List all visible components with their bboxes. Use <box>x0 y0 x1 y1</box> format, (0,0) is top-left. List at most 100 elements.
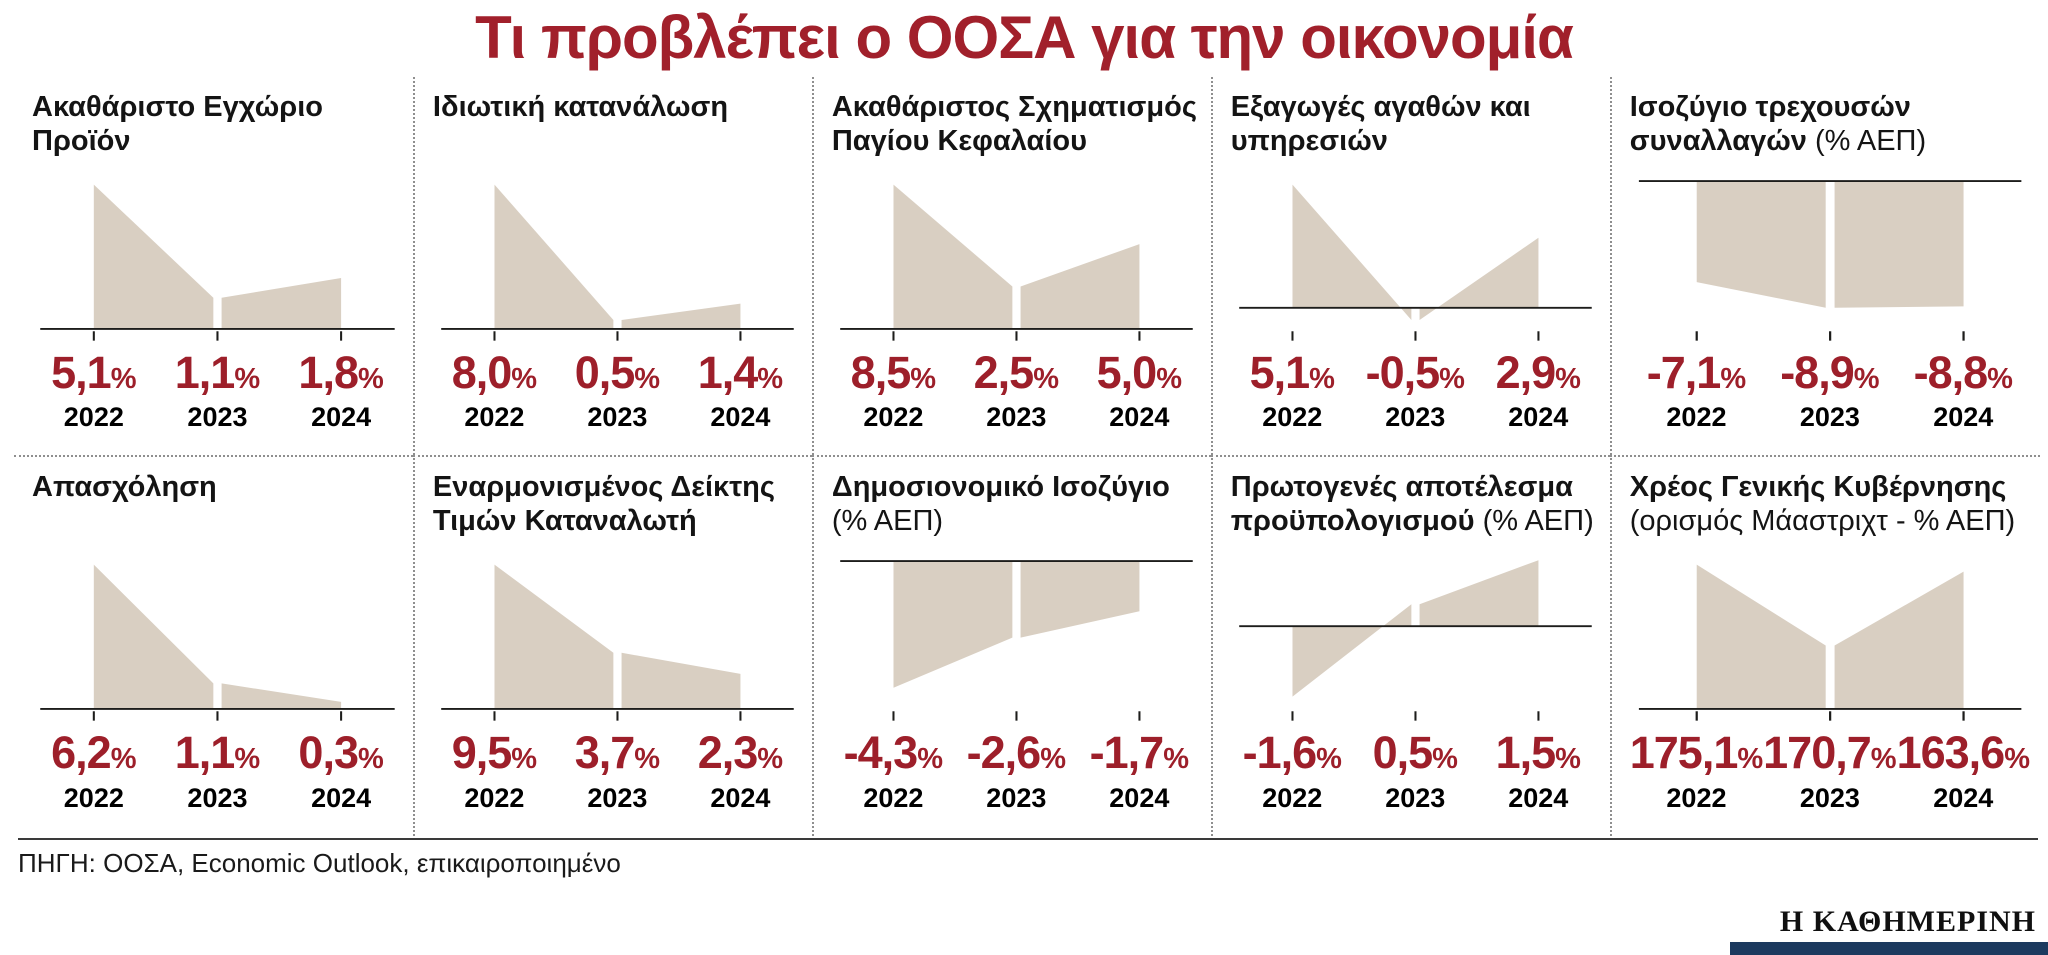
panel-title-main: Πρωτογενές αποτέλεσμα προϋπολογισμού <box>1230 471 1573 538</box>
value-label: -0,5% <box>1354 349 1477 396</box>
area-wedge <box>1696 181 1826 308</box>
panel-title-main: Εναρμονισμένος Δείκτης Τιμών Καταναλωτή <box>432 471 775 538</box>
year-label: 2024 <box>1933 782 1994 813</box>
year-row: 2022 2023 2024 <box>32 783 403 814</box>
year-label: 2024 <box>1508 402 1569 433</box>
chart-panel: Ακαθάριστο Εγχώριο Προϊόν 5,1% 1,1% 1,8% 2… <box>14 77 413 455</box>
value-row: -4,3% -2,6% -1,7% <box>832 729 1201 776</box>
area-wedge <box>221 278 342 329</box>
chart-panel: Απασχόληση 6,2% 1,1% 0,3% 2022 2023 2024 <box>14 455 413 835</box>
panel-title: Ισοζύγιο τρεχουσών συναλλαγών (% ΑΕΠ) <box>1630 91 2030 163</box>
value-number: 0,5 <box>1372 727 1434 779</box>
value-number: 2,5 <box>973 347 1035 398</box>
percent-sign: % <box>757 743 784 776</box>
panel-title-note: (% ΑΕΠ) <box>831 505 944 538</box>
year-label: 2024 <box>1109 402 1170 433</box>
area-chart <box>433 167 802 343</box>
panel-title: Εναρμονισμένος Δείκτης Τιμών Καταναλωτή <box>433 471 802 543</box>
area-chart-svg <box>441 564 794 721</box>
value-label: -7,1% <box>1630 349 1763 396</box>
year-label: 2023 <box>587 782 648 813</box>
area-chart <box>832 547 1201 723</box>
chart-panel: Ακαθάριστος Σχηματισμός Παγίου Κεφαλαίου… <box>811 77 1211 456</box>
value-label: 2,5% <box>955 349 1078 396</box>
percent-sign: % <box>1432 743 1458 776</box>
percent-sign: % <box>110 363 137 395</box>
area-wedge <box>1419 560 1539 627</box>
value-number: 5,1 <box>1249 347 1311 398</box>
panel-title-note: (ορισμός Μάαστριχτ - % ΑΕΠ) <box>1629 505 2016 538</box>
value-label: 6,2% <box>32 729 156 776</box>
chart-panel: Ιδιωτική κατανάλωση 8,0% 0,5% 1,4% 2022 202… <box>412 77 812 456</box>
area-wedge <box>893 561 1013 689</box>
percent-sign: % <box>1853 363 1880 395</box>
area-chart <box>433 547 802 723</box>
year-label: 2022 <box>1666 402 1727 433</box>
chart-panel: Δημοσιονομικό Ισοζύγιο (% ΑΕΠ) -4,3% -2,6… <box>811 455 1211 836</box>
value-label: -4,3% <box>832 729 955 776</box>
panel-grid: Ακαθάριστο Εγχώριο Προϊόν 5,1% 1,1% 1,8% 2… <box>0 77 2048 836</box>
area-wedge <box>93 184 214 329</box>
area-wedge <box>1834 571 1964 710</box>
percent-sign: % <box>2004 743 2030 776</box>
percent-sign: % <box>1555 743 1581 776</box>
percent-sign: % <box>357 743 384 776</box>
value-label: 8,0% <box>433 349 556 396</box>
value-row: 5,1% -0,5% 2,9% <box>1231 349 1600 396</box>
percent-sign: % <box>1033 363 1060 395</box>
percent-sign: % <box>511 363 538 395</box>
value-number: 0,3 <box>298 727 359 779</box>
area-chart-svg <box>1238 184 1592 341</box>
value-label: 3,7% <box>556 729 679 776</box>
value-number: -1,7 <box>1089 727 1165 779</box>
value-label: 0,3% <box>279 729 403 776</box>
value-label: 1,1% <box>156 729 280 776</box>
panel-title-main: Ακαθάριστο Εγχώριο Προϊόν <box>32 91 323 157</box>
value-label: 5,0% <box>1078 349 1201 396</box>
value-number: 1,8 <box>298 347 359 398</box>
value-label: 1,8% <box>279 349 403 396</box>
value-row: 175,1% 170,7% 163,6% <box>1630 729 2030 776</box>
area-wedge <box>621 303 741 329</box>
percent-sign: % <box>757 363 784 395</box>
year-row: 2022 2023 2024 <box>32 402 403 433</box>
year-label: 2022 <box>63 402 124 433</box>
value-number: -1,6 <box>1242 727 1318 779</box>
year-label: 2024 <box>1109 782 1170 813</box>
year-label: 2022 <box>1666 782 1727 813</box>
value-row: 5,1% 1,1% 1,8% <box>32 349 403 396</box>
percent-sign: % <box>110 743 137 776</box>
source-note: ΠΗΓΗ: ΟΟΣΑ, Economic Outlook, επικαιροπο… <box>18 847 621 878</box>
value-number: 0,5 <box>574 347 636 398</box>
year-label: 2022 <box>863 402 924 433</box>
page-title: Τι προβλέπει ο ΟΟΣΑ για την οικονομία <box>475 4 1574 71</box>
panel-title: Ακαθάριστος Σχηματισμός Παγίου Κεφαλαίου <box>832 91 1201 163</box>
percent-sign: % <box>917 743 944 776</box>
value-number: -0,5 <box>1365 347 1441 398</box>
area-wedge <box>494 564 614 710</box>
percent-sign: % <box>357 363 384 395</box>
year-row: 2022 2023 2024 <box>433 402 802 433</box>
year-label: 2024 <box>1508 782 1569 813</box>
value-number: 2,3 <box>697 727 759 779</box>
logo-bar <box>1730 942 2048 955</box>
panel-title: Πρωτογενές αποτέλεσμα προϋπολογισμού (% … <box>1231 471 1600 543</box>
chart-panel: Ισοζύγιο τρεχουσών συναλλαγών (% ΑΕΠ) -7… <box>1609 77 2040 456</box>
year-label: 2024 <box>311 782 372 813</box>
value-label: 1,4% <box>679 349 802 396</box>
panel-title: Χρέος Γενικής Κυβέρνησης (ορισμός Μάαστρ… <box>1630 471 2030 543</box>
year-row: 2022 2023 2024 <box>1630 402 2030 433</box>
percent-sign: % <box>1439 363 1465 395</box>
value-number: -2,6 <box>966 727 1042 779</box>
percent-sign: % <box>1156 363 1182 395</box>
value-row: -7,1% -8,9% -8,8% <box>1630 349 2030 396</box>
percent-sign: % <box>1555 363 1581 395</box>
value-label: 2,9% <box>1477 349 1600 396</box>
area-chart <box>1231 547 1600 723</box>
panel-title: Ακαθάριστο Εγχώριο Προϊόν <box>32 91 403 163</box>
year-label: 2024 <box>710 782 771 813</box>
area-chart <box>32 547 403 723</box>
area-chart-svg <box>40 564 395 721</box>
value-number: 9,5 <box>451 727 513 779</box>
value-label: 0,5% <box>1354 729 1477 776</box>
